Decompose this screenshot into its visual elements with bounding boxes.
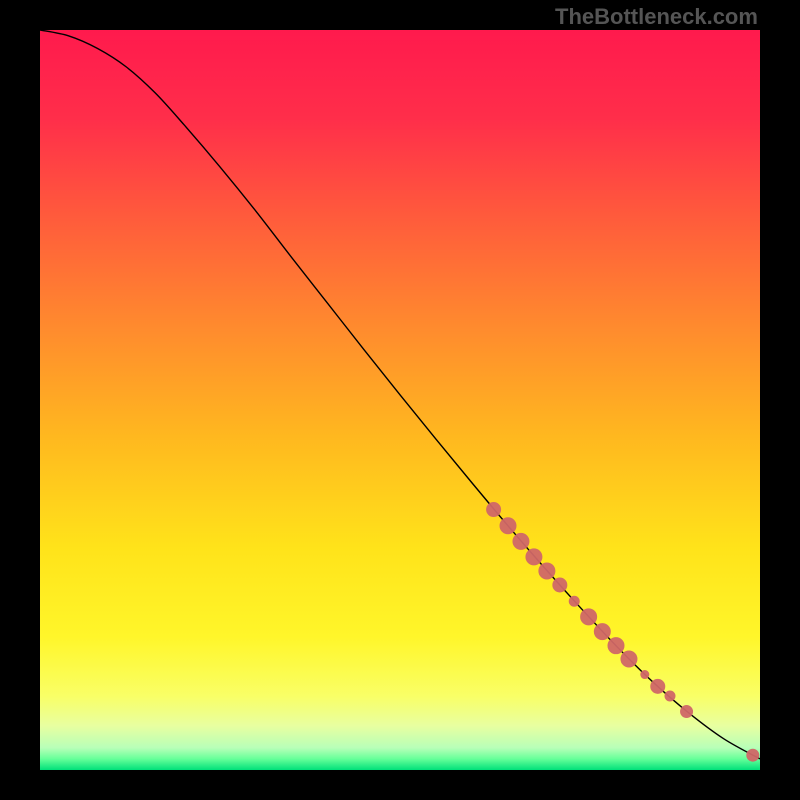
data-marker [665, 691, 675, 701]
data-marker [500, 518, 516, 534]
data-marker [569, 596, 579, 606]
data-marker [594, 624, 610, 640]
bottleneck-curve [40, 30, 760, 759]
data-marker [641, 671, 649, 679]
data-marker [621, 651, 637, 667]
data-marker [526, 549, 542, 565]
data-marker [651, 679, 665, 693]
data-marker [487, 503, 501, 517]
chart-plot-area [40, 30, 760, 770]
data-marker [581, 609, 597, 625]
data-marker [553, 578, 567, 592]
watermark-text: TheBottleneck.com [555, 4, 758, 30]
curve-layer [40, 30, 760, 770]
data-marker [608, 638, 624, 654]
data-marker [539, 563, 555, 579]
data-marker [681, 706, 693, 718]
data-marker [747, 749, 759, 761]
data-marker [513, 533, 529, 549]
